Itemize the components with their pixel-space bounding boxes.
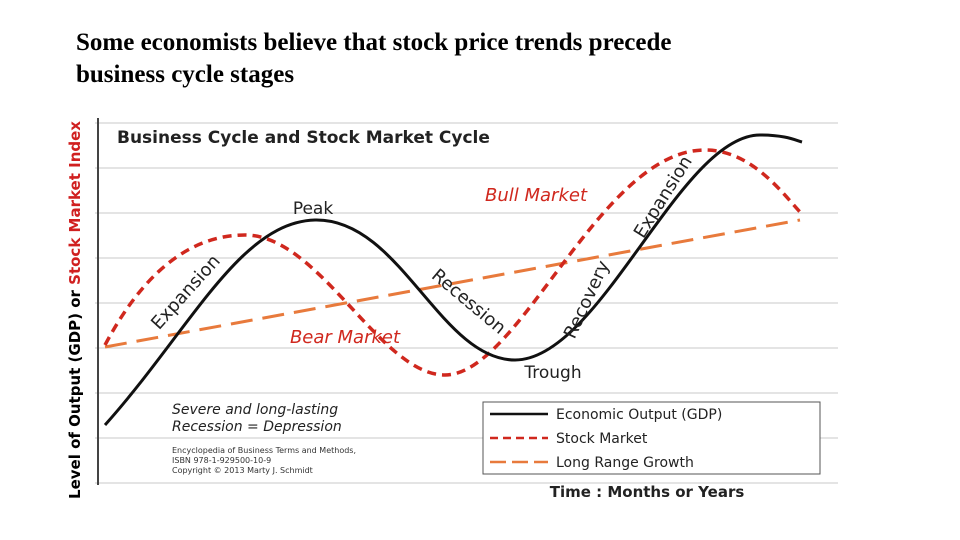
stock-market-curve (103, 148, 802, 377)
note-line: Recession = Depression (172, 419, 342, 435)
gdp-curve (103, 133, 803, 426)
note-line: Severe and long-lasting (172, 402, 338, 418)
grid (95, 118, 838, 485)
figure-title: Business Cycle and Stock Market Cycle (117, 128, 490, 148)
annotation: Bull Market (485, 185, 588, 206)
slide-title-line: Some economists believe that stock price… (76, 29, 672, 56)
credit-line: Copyright © 2013 Marty J. Schmidt (172, 466, 313, 475)
legend-label: Stock Market (556, 431, 648, 447)
legend-label: Economic Output (GDP) (556, 407, 722, 423)
annotation: Peak (293, 199, 334, 219)
y-axis-label-black: Level of Output (GDP) or (66, 289, 84, 499)
slide-title-line: business cycle stages (76, 61, 294, 88)
credit-line: Encyclopedia of Business Terms and Metho… (172, 446, 356, 455)
legend: Economic Output (GDP) Stock Market Long … (482, 401, 821, 475)
annotation: Bear Market (290, 327, 401, 348)
legend-label: Long Range Growth (556, 455, 694, 471)
annotation: Trough (523, 363, 581, 383)
y-axis-label-red: Stock Market Index (66, 121, 84, 285)
credit-line: ISBN 978-1-929500-10-9 (172, 456, 271, 465)
long-range-growth-line (104, 218, 801, 349)
y-axis-label: Level of Output (GDP) or Stock Market In… (66, 121, 84, 499)
x-axis-label: Time : Months or Years (550, 483, 745, 501)
